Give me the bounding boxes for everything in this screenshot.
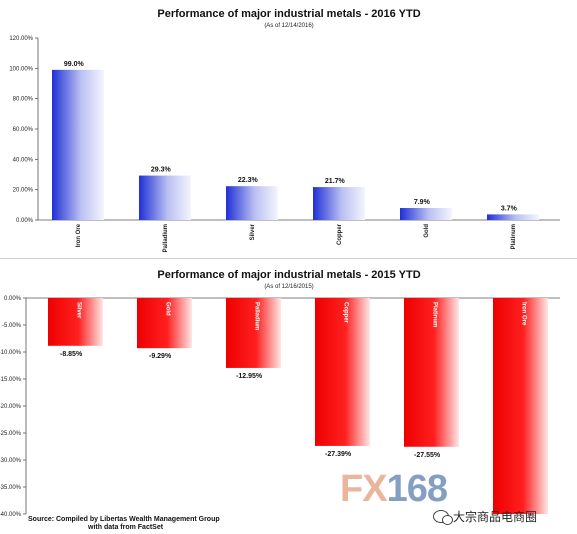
bar: [487, 214, 539, 220]
chart-divider: [0, 258, 577, 259]
category-label: Platinum: [511, 224, 517, 249]
y-tick-label: -10.00%: [0, 350, 22, 356]
bar: [52, 69, 104, 220]
y-tick-label: 120.00%: [9, 36, 33, 42]
data-label: 22.3%: [238, 177, 259, 184]
data-label: -8.85%: [60, 351, 83, 358]
chart-subtitle: (As of 12/14/2016): [264, 23, 313, 29]
y-tick-label: 20.00%: [13, 188, 34, 194]
bar: [226, 298, 281, 368]
bar: [139, 175, 191, 220]
bar: [226, 186, 278, 220]
source-line-2: with data from FactSet: [88, 524, 164, 531]
y-tick-label: 100.00%: [9, 66, 33, 72]
wechat-icon: [433, 510, 453, 525]
y-tick-label: 40.00%: [13, 157, 34, 163]
category-label: Palladium: [254, 302, 260, 330]
data-label: -12.95%: [236, 373, 263, 380]
y-tick-label: 0.00%: [16, 218, 34, 224]
data-label: -9.29%: [149, 353, 172, 360]
fx168-watermark: FX168: [340, 468, 448, 510]
category-label: Copper: [337, 223, 343, 245]
bar: [400, 208, 452, 220]
bar: [315, 298, 370, 446]
category-label: Palladium: [163, 224, 169, 252]
category-label: Platinum: [432, 302, 438, 327]
y-tick-label: -20.00%: [0, 404, 22, 410]
category-label: Gold: [424, 224, 430, 238]
chart-title: Performance of major industrial metals -…: [157, 8, 420, 20]
category-label: Iron Ore: [521, 302, 527, 326]
bar: [48, 298, 103, 346]
data-label: 21.7%: [325, 178, 346, 185]
bar: [404, 298, 459, 447]
y-tick-label: 0.00%: [4, 296, 22, 302]
data-label: -27.55%: [414, 452, 441, 459]
data-label: 99.0%: [64, 61, 85, 68]
category-label: Iron Ore: [76, 223, 82, 247]
y-tick-label: -5.00%: [2, 323, 22, 329]
source-note: Source: Compiled by Libertas Wealth Mana…: [28, 516, 220, 532]
y-tick-label: -25.00%: [0, 431, 22, 437]
chart-title: Performance of major industrial metals -…: [157, 269, 420, 281]
category-label: Silver: [250, 223, 256, 240]
wechat-badge: 大宗商品电商圈: [433, 508, 537, 525]
wechat-account-name: 大宗商品电商圈: [453, 510, 538, 524]
y-tick-label: -30.00%: [0, 458, 22, 464]
data-label: 29.3%: [151, 167, 172, 174]
source-line-1: Source: Compiled by Libertas Wealth Mana…: [28, 516, 220, 523]
data-label: 3.7%: [501, 205, 518, 212]
y-tick-label: -35.00%: [0, 485, 22, 491]
chart-2016-ytd: Performance of major industrial metals -…: [9, 8, 560, 252]
y-tick-label: 80.00%: [13, 97, 34, 103]
bar: [137, 298, 192, 349]
y-tick-label: 60.00%: [13, 127, 34, 133]
chart-subtitle: (As of 12/16/2015): [264, 284, 313, 290]
category-label: Gold: [165, 302, 171, 316]
category-label: Copper: [343, 302, 349, 324]
y-tick-label: -15.00%: [0, 377, 22, 383]
y-tick-label: -40.00%: [0, 512, 22, 518]
data-label: 7.9%: [414, 199, 431, 206]
bar: [313, 187, 365, 220]
data-label: -27.39%: [325, 451, 352, 458]
chart-2015-ytd: Performance of major industrial metals -…: [0, 269, 560, 518]
category-label: Silver: [76, 302, 82, 319]
bar: [493, 298, 548, 514]
